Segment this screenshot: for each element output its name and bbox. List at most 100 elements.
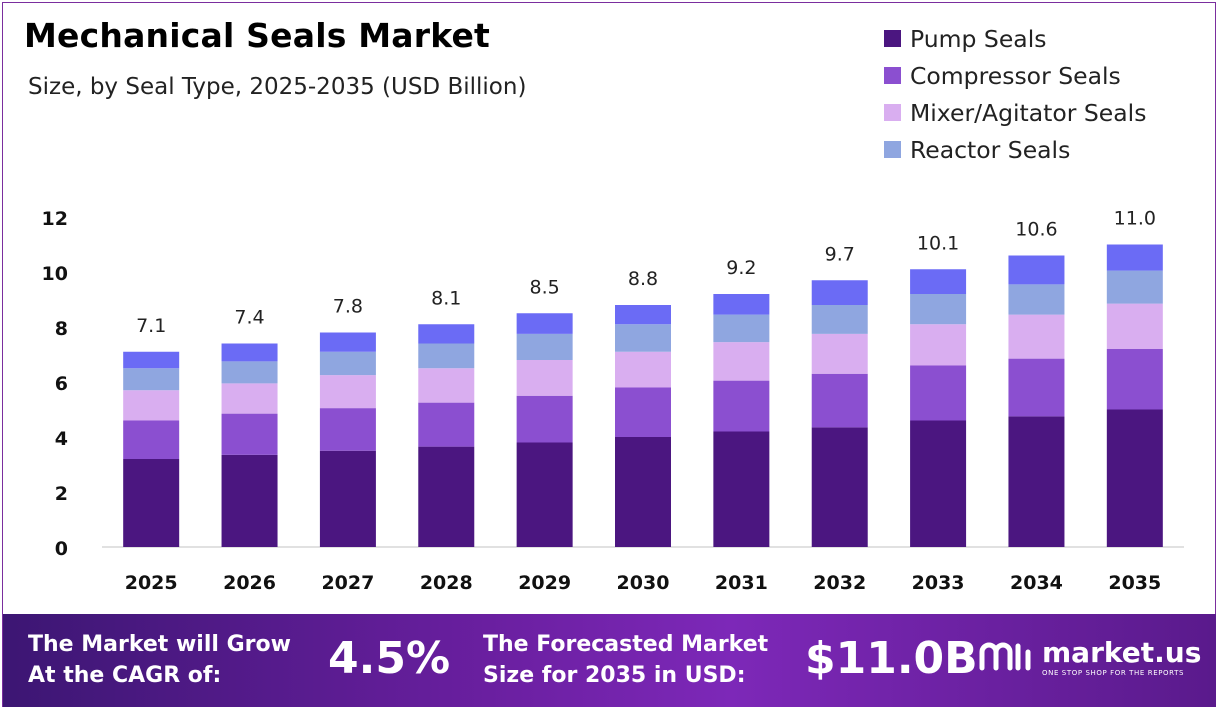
- bar-total-label: 8.5: [530, 276, 560, 298]
- legend-item-reactor-seals: Reactor Seals: [884, 131, 1146, 168]
- bar-segment: [615, 351, 671, 388]
- bar-segment: [516, 313, 573, 334]
- bar-segment: [713, 342, 770, 381]
- bar-segment: [1008, 416, 1065, 547]
- legend-swatch: [884, 141, 901, 158]
- bar-segment: [516, 395, 573, 443]
- bar-segment: [221, 361, 278, 384]
- legend-item-compressor-seals: Compressor Seals: [884, 57, 1146, 94]
- bar-segment: [811, 427, 868, 547]
- bar-segment: [910, 269, 967, 294]
- market-us-logo-icon: [979, 642, 1031, 671]
- bar-segment: [123, 368, 180, 391]
- forecast-label: The Forecasted Market Size for 2035 in U…: [483, 629, 768, 691]
- legend-item-mixer-agitator-seals: Mixer/Agitator Seals: [884, 94, 1146, 131]
- bar-segment: [418, 402, 475, 447]
- y-tick-label: 10: [42, 263, 68, 285]
- x-tick-label: 2033: [912, 572, 965, 594]
- forecast-label-line2: Size for 2035 in USD:: [483, 663, 746, 688]
- bar-segment: [123, 420, 180, 459]
- bar-segment: [811, 305, 868, 334]
- bar-segment: [713, 380, 770, 432]
- bar-segment: [615, 437, 671, 547]
- y-tick-label: 6: [55, 373, 68, 395]
- bar-segment: [319, 375, 376, 409]
- legend-item-pump-seals: Pump Seals: [884, 20, 1146, 57]
- bar-segment: [615, 324, 671, 352]
- bar-segment: [811, 280, 868, 305]
- forecast-value: $11.0B: [805, 633, 978, 684]
- bar-segment: [418, 343, 475, 369]
- bar-segment: [713, 431, 770, 547]
- bar-segment: [123, 351, 180, 369]
- bar-segment: [123, 390, 180, 421]
- bar-segment: [123, 459, 180, 547]
- bar-segment: [319, 351, 376, 376]
- bar-total-label: 8.8: [628, 268, 658, 290]
- bar-segment: [319, 450, 376, 547]
- bar-segment: [1106, 303, 1163, 349]
- chart-title: Mechanical Seals Market: [24, 16, 491, 55]
- bar-total-label: 7.8: [333, 296, 363, 318]
- bar-segment: [713, 314, 770, 343]
- bar-segment: [319, 332, 376, 352]
- x-tick-label: 2032: [813, 572, 866, 594]
- bar-segment: [910, 365, 967, 421]
- legend-swatch: [884, 104, 901, 121]
- footer-banner: The Market will Grow At the CAGR of: 4.5…: [3, 614, 1216, 707]
- legend: Pump Seals Compressor Seals Mixer/Agitat…: [884, 20, 1146, 168]
- legend-swatch: [884, 67, 901, 84]
- x-tick-label: 2030: [617, 572, 670, 594]
- x-tick-label: 2026: [223, 572, 276, 594]
- bar-segment: [221, 383, 278, 414]
- bar-segment: [1008, 358, 1065, 417]
- forecast-label-line1: The Forecasted Market: [483, 632, 769, 657]
- cagr-value: 4.5%: [328, 633, 451, 684]
- x-tick-label: 2027: [321, 572, 374, 594]
- bar-total-label: 7.1: [136, 315, 166, 337]
- x-tick-label: 2029: [518, 572, 571, 594]
- bar-segment: [615, 305, 671, 325]
- x-tick-label: 2034: [1010, 572, 1063, 594]
- y-tick-label: 12: [42, 208, 68, 230]
- bar-total-label: 9.7: [825, 243, 855, 265]
- bar-segment: [516, 333, 573, 360]
- bar-segment: [221, 413, 278, 455]
- bar-segment: [221, 343, 278, 362]
- x-tick-label: 2035: [1108, 572, 1161, 594]
- bar-total-label: 9.2: [726, 257, 756, 279]
- bar-segment: [615, 387, 671, 437]
- bar-segment: [1106, 409, 1163, 547]
- brand-name: market.us: [1042, 636, 1202, 669]
- legend-label: Pump Seals: [910, 24, 1047, 53]
- bar-segment: [811, 373, 868, 428]
- legend-label: Compressor Seals: [910, 61, 1121, 90]
- y-tick-label: 2: [55, 483, 68, 505]
- bar-segment: [1008, 284, 1065, 315]
- bar-total-label: 7.4: [234, 307, 264, 329]
- bar-segment: [910, 324, 967, 366]
- bar-segment: [418, 324, 475, 344]
- legend-swatch: [884, 30, 901, 47]
- bar-segment: [221, 454, 278, 547]
- x-tick-label: 2025: [125, 572, 178, 594]
- stacked-bar-chart: 0 2 4 6 8 10 12 7.1 2025 7.4 2026 7.8 2027 8.1 2028 8.5…: [42, 208, 1184, 594]
- bar-segment: [1106, 270, 1163, 304]
- legend-label: Reactor Seals: [910, 135, 1071, 164]
- x-tick-label: 2031: [715, 572, 768, 594]
- y-tick-label: 0: [55, 538, 68, 560]
- y-tick-label: 4: [55, 428, 68, 450]
- bar-segment: [811, 333, 868, 374]
- bar-segment: [1008, 314, 1065, 359]
- y-tick-label: 8: [55, 318, 68, 340]
- bar-segment: [516, 360, 573, 396]
- x-tick-label: 2028: [420, 572, 473, 594]
- cagr-label: The Market will Grow At the CAGR of:: [28, 629, 291, 691]
- bar-segment: [713, 294, 770, 315]
- bar-segment: [910, 294, 967, 325]
- bar-segment: [1008, 255, 1065, 285]
- bar-segment: [1106, 244, 1163, 271]
- bar-total-label: 11.0: [1114, 208, 1156, 230]
- brand-tagline: ONE STOP SHOP FOR THE REPORTS: [1042, 669, 1185, 677]
- bar-total-label: 10.1: [917, 232, 959, 254]
